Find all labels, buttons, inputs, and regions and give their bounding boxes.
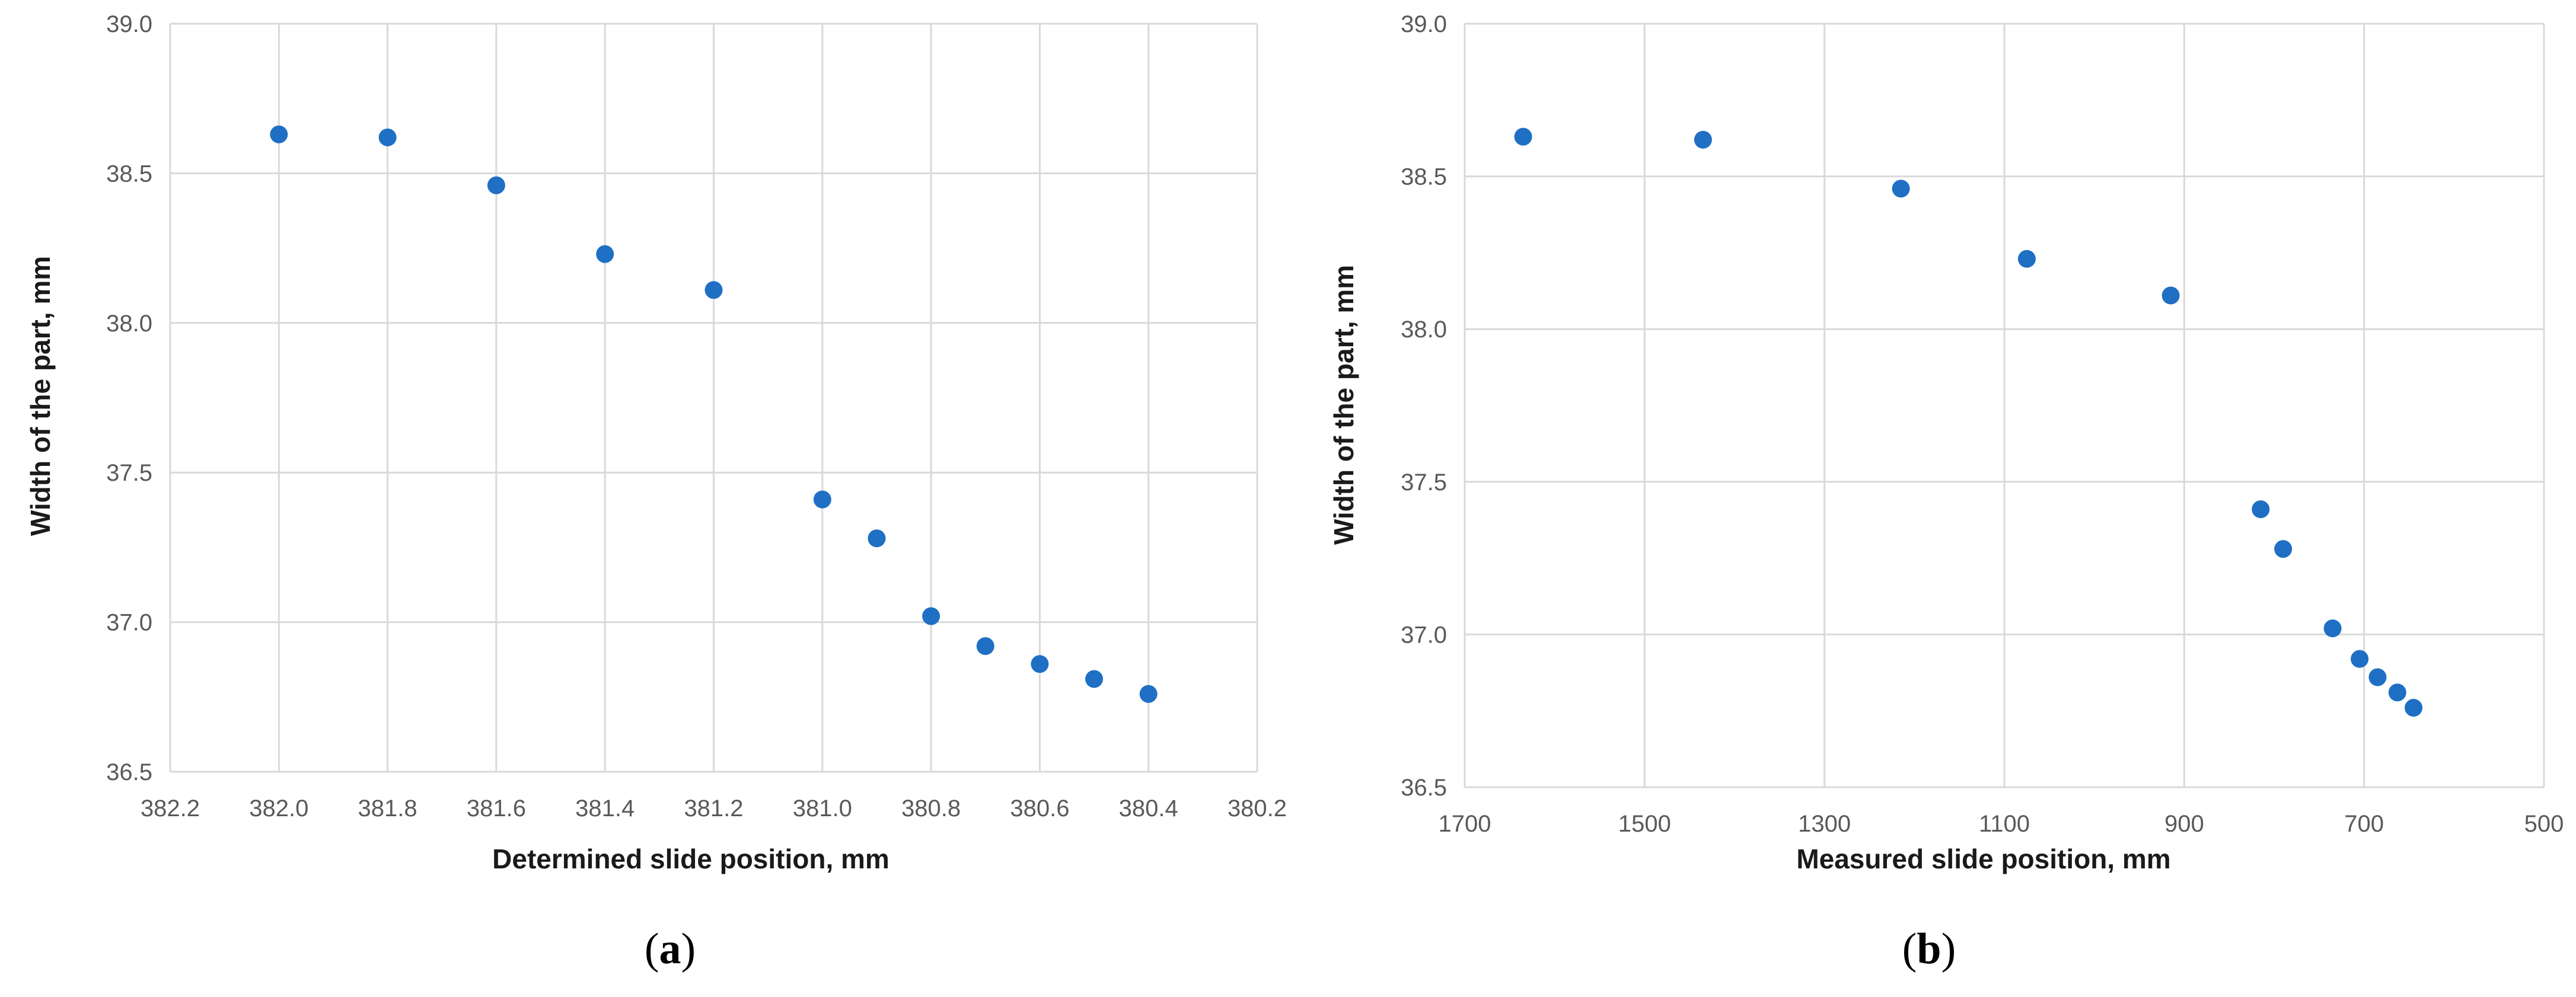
chart-a-data-point <box>596 245 614 263</box>
chart-a-y-tick-label: 37.5 <box>106 460 152 486</box>
chart-a-x-tick-labels: 382.2 382.0 381.8 381.6 381.4 381.2 381.0 380.8… <box>141 795 1287 822</box>
chart-a-x-tick-label: 381.6 <box>467 795 526 822</box>
chart-a-x-tick-label: 381.4 <box>575 795 635 822</box>
chart-b-y-tick-label: 38.5 <box>1401 164 1447 190</box>
chart-b-x-tick-label: 1300 <box>1798 811 1851 837</box>
chart-a-gridlines <box>169 23 1258 773</box>
chart-a-y-tick-label: 38.0 <box>106 311 152 337</box>
chart-a-x-tick-label: 380.8 <box>901 795 961 822</box>
chart-b-data-points <box>1514 127 2423 717</box>
chart-a-data-point <box>1085 670 1104 688</box>
chart-a-data-point <box>1139 685 1158 703</box>
chart-a-y-axis-title: Width of the part, mm <box>25 256 56 536</box>
chart-a-x-tick-label: 380.6 <box>1010 795 1069 822</box>
chart-a-x-tick-label: 381.0 <box>793 795 852 822</box>
chart-b-y-tick-label: 36.5 <box>1401 775 1447 801</box>
chart-b: 36.5 37.0 37.5 38.0 38.5 39.0 1700 1500 1300 110… <box>1328 11 2564 973</box>
chart-b-data-point <box>1892 180 1910 198</box>
chart-a-data-point <box>270 125 288 143</box>
chart-b-data-point <box>2368 668 2387 686</box>
chart-a-data-point <box>378 128 397 146</box>
chart-b-x-tick-label: 900 <box>2164 811 2204 837</box>
chart-b-x-tick-label: 1100 <box>1979 811 2030 837</box>
chart-a-data-point <box>704 281 723 299</box>
chart-a-x-tick-label: 382.0 <box>249 795 308 822</box>
chart-b-y-tick-label: 38.0 <box>1401 317 1447 343</box>
chart-a-y-tick-label: 39.0 <box>106 11 152 37</box>
chart-b-y-tick-labels: 36.5 37.0 37.5 38.0 38.5 39.0 <box>1401 11 1447 801</box>
chart-a-data-point <box>813 490 831 509</box>
chart-a-data-point <box>487 176 505 194</box>
chart-b-y-axis-title: Width of the part, mm <box>1328 265 1359 545</box>
chart-b-data-point <box>2351 650 2369 668</box>
chart-b-data-point <box>2017 250 2036 268</box>
chart-b-data-point <box>2405 699 2423 717</box>
chart-b-x-tick-label: 500 <box>2524 811 2564 837</box>
chart-b-y-tick-label: 39.0 <box>1401 11 1447 37</box>
chart-a-x-tick-label: 381.2 <box>684 795 743 822</box>
chart-a-x-tick-label: 381.8 <box>358 795 417 822</box>
chart-b-y-tick-label: 37.5 <box>1401 469 1447 496</box>
chart-a-x-tick-label: 380.2 <box>1228 795 1287 822</box>
chart-a-y-tick-label: 38.5 <box>106 161 152 187</box>
chart-a-y-tick-labels: 36.5 37.0 37.5 38.0 38.5 39.0 <box>106 11 152 785</box>
chart-a-data-point <box>976 637 994 655</box>
chart-b-x-tick-label: 700 <box>2344 811 2384 837</box>
chart-b-y-tick-label: 37.0 <box>1401 622 1447 648</box>
chart-b-data-point <box>2388 683 2406 702</box>
chart-b-data-point <box>2161 286 2180 305</box>
chart-a-y-tick-label: 37.0 <box>106 610 152 636</box>
chart-b-data-point <box>2323 619 2342 638</box>
chart-b-x-axis-title: Measured slide position, mm <box>1796 843 2170 874</box>
chart-a-data-points <box>270 125 1158 703</box>
chart-a-y-tick-label: 36.5 <box>106 759 152 785</box>
chart-b-gridlines <box>1464 23 2545 788</box>
chart-b-data-point <box>1694 130 1712 149</box>
chart-b-data-point <box>1514 127 1532 146</box>
chart-b-x-tick-labels: 1700 1500 1300 1100 900 700 500 <box>1439 811 2564 837</box>
chart-a-data-point <box>922 607 941 625</box>
chart-b-data-point <box>2274 540 2293 558</box>
chart-a-x-tick-label: 382.2 <box>141 795 200 822</box>
chart-b-x-tick-label: 1700 <box>1439 811 1491 837</box>
chart-b-x-tick-label: 1500 <box>1618 811 1671 837</box>
chart-a-x-axis-title: Determined slide position, mm <box>492 843 890 874</box>
chart-a-data-point <box>1031 655 1049 673</box>
chart-a-data-point <box>868 529 886 548</box>
chart-a: 36.5 37.0 37.5 38.0 38.5 39.0 382.2 382.0 381.8… <box>25 11 1287 973</box>
chart-b-panel-label: (b) <box>1902 925 1956 973</box>
chart-a-x-tick-label: 380.4 <box>1119 795 1178 822</box>
chart-b-data-point <box>2252 500 2270 519</box>
chart-a-panel-label: (a) <box>645 925 696 973</box>
